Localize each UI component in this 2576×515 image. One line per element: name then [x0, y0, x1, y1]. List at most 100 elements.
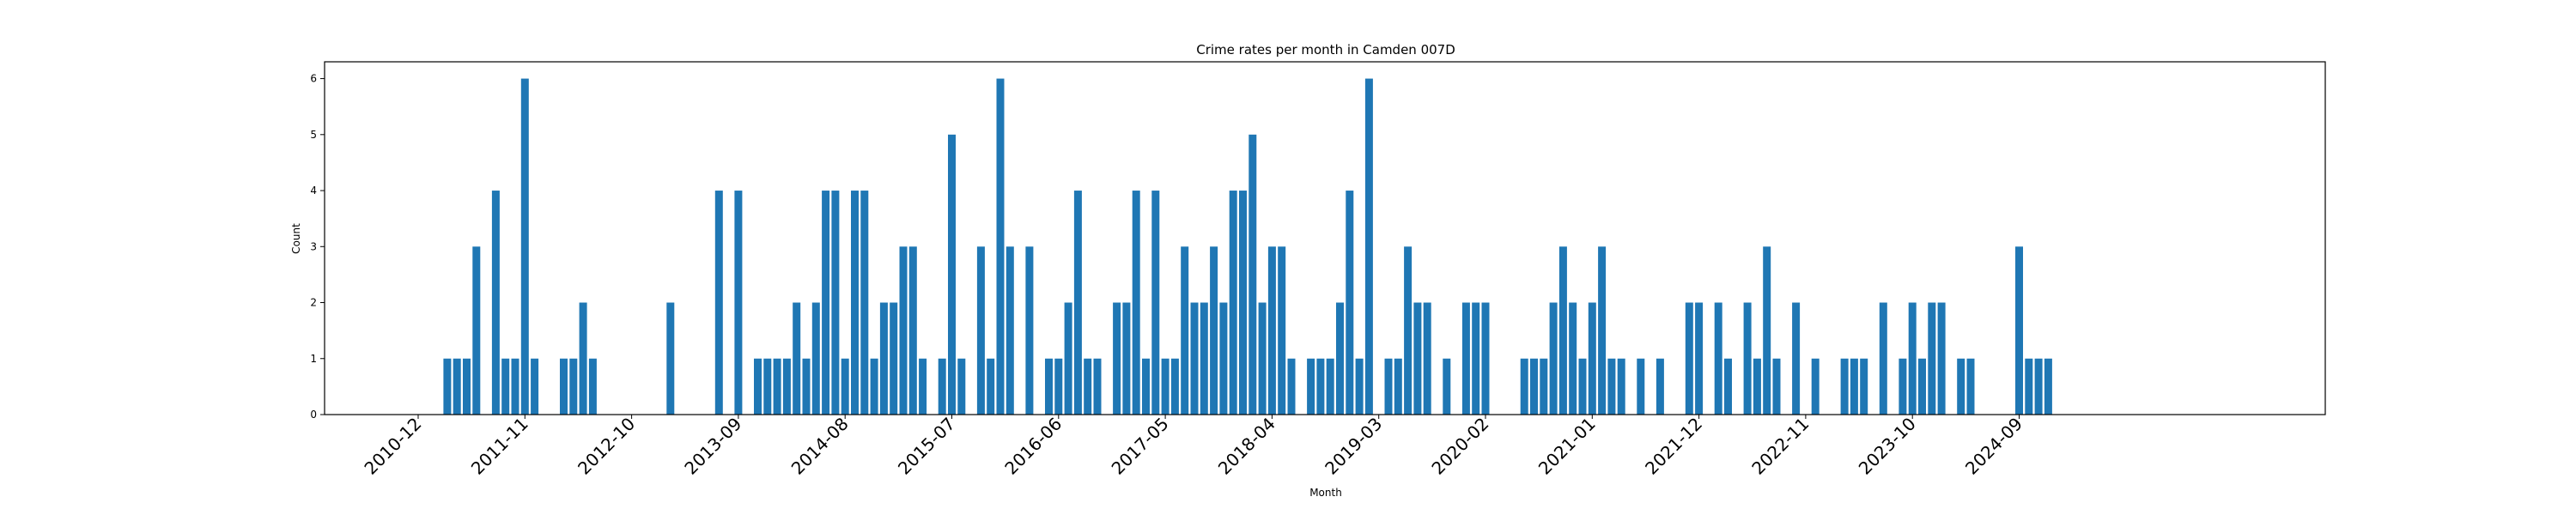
bar-2017-05 — [1161, 358, 1170, 415]
x-tick-label-2023-10: 2023-10 — [1855, 414, 1920, 479]
bar-2024-03 — [1957, 358, 1965, 415]
bar-2013-12 — [763, 358, 772, 415]
bar-2018-09 — [1316, 358, 1325, 415]
bar-2023-04 — [1850, 358, 1858, 415]
bar-2014-10 — [860, 191, 869, 415]
bar-2014-07 — [831, 191, 840, 415]
bar-2015-12 — [996, 78, 1005, 415]
bar-2014-03 — [793, 302, 801, 415]
bar-2014-02 — [782, 358, 791, 415]
x-tick-label-2014-08: 2014-08 — [787, 414, 853, 479]
bar-2017-09 — [1200, 302, 1208, 415]
bar-2016-12 — [1113, 302, 1121, 415]
bar-2020-12 — [1578, 358, 1587, 415]
bar-2019-04 — [1384, 358, 1393, 415]
plot-frame — [324, 61, 2326, 415]
bar-2022-02 — [1714, 302, 1722, 415]
bar-2015-06 — [938, 358, 946, 415]
y-axis: 0 1 2 3 4 5 6 — [310, 73, 325, 421]
x-tick-label-2020-02: 2020-02 — [1427, 414, 1492, 479]
bar-2021-11 — [1685, 302, 1693, 415]
bar-2013-02 — [666, 302, 675, 415]
bar-2012-04 — [569, 358, 578, 415]
bar-2022-06 — [1753, 358, 1761, 415]
bar-2011-10 — [511, 358, 519, 415]
bar-2016-03 — [1025, 246, 1034, 415]
x-tick-label-2012-10: 2012-10 — [574, 414, 639, 479]
bar-2014-08 — [841, 358, 849, 415]
bar-2020-11 — [1569, 302, 1577, 415]
x-axis-label: Month — [1309, 487, 1342, 499]
bar-2018-03 — [1258, 302, 1267, 415]
bar-2014-01 — [773, 358, 781, 415]
bar-2020-07 — [1530, 358, 1538, 415]
bar-2024-10 — [2025, 358, 2033, 415]
bar-2017-04 — [1151, 191, 1160, 415]
bar-2018-01 — [1239, 191, 1247, 415]
bar-2023-05 — [1860, 358, 1868, 415]
x-tick-label-2011-11: 2011-11 — [467, 414, 532, 479]
bar-2019-02 — [1364, 78, 1373, 415]
bar-2023-09 — [1899, 358, 1907, 415]
bar-2018-12 — [1346, 191, 1354, 415]
bar-2012-06 — [588, 358, 597, 415]
bar-2020-01 — [1472, 302, 1480, 415]
bar-2022-05 — [1743, 302, 1752, 415]
bar-2019-01 — [1355, 358, 1364, 415]
bar-2023-12 — [1928, 302, 1936, 415]
bars — [443, 78, 2052, 415]
bar-2020-08 — [1540, 358, 1548, 415]
bar-2023-10 — [1908, 302, 1917, 415]
bar-2017-03 — [1142, 358, 1150, 415]
bar-2021-02 — [1598, 246, 1607, 415]
bar-2021-08 — [1656, 358, 1664, 415]
bar-2021-12 — [1695, 302, 1704, 415]
bar-2015-10 — [976, 246, 985, 415]
bar-2017-06 — [1170, 358, 1179, 415]
bar-2017-10 — [1210, 246, 1218, 415]
bar-2021-03 — [1607, 358, 1616, 415]
bar-2022-12 — [1811, 358, 1820, 415]
bar-2016-10 — [1093, 358, 1102, 415]
bar-2015-07 — [948, 134, 956, 415]
bar-2011-03 — [443, 358, 452, 415]
x-tick-label-2013-09: 2013-09 — [680, 414, 745, 479]
bar-2016-08 — [1073, 191, 1082, 415]
bar-2024-01 — [1937, 302, 1946, 415]
bar-2023-03 — [1840, 358, 1849, 415]
bar-2011-12 — [531, 358, 539, 415]
x-axis: 2010-12 2011-11 2012-10 2013-09 2014-08 2015-… — [360, 414, 2026, 479]
bar-2024-09 — [2015, 246, 2023, 415]
bar-2021-06 — [1637, 358, 1645, 415]
x-tick-label-2021-01: 2021-01 — [1534, 414, 1600, 479]
bar-2022-03 — [1724, 358, 1732, 415]
bar-2019-07 — [1413, 302, 1422, 415]
x-tick-label-2010-12: 2010-12 — [360, 414, 425, 479]
bar-2019-06 — [1404, 246, 1413, 415]
x-tick-label-2019-03: 2019-03 — [1321, 414, 1386, 479]
y-axis-label: Count — [290, 223, 302, 254]
bar-2013-09 — [734, 191, 743, 415]
bar-2016-07 — [1064, 302, 1072, 415]
x-tick-label-2022-11: 2022-11 — [1747, 414, 1813, 479]
x-tick-label-2018-04: 2018-04 — [1214, 414, 1279, 479]
bar-2018-08 — [1307, 358, 1315, 415]
bar-2014-09 — [851, 191, 859, 415]
bar-2012-05 — [579, 302, 587, 415]
bar-2020-09 — [1549, 302, 1558, 415]
bar-2018-11 — [1336, 302, 1344, 415]
bar-2024-12 — [2044, 358, 2052, 415]
bar-2020-10 — [1558, 246, 1567, 415]
bar-2022-08 — [1772, 358, 1781, 415]
bar-2013-11 — [754, 358, 762, 415]
bar-2019-08 — [1423, 302, 1431, 415]
bar-2017-01 — [1122, 302, 1131, 415]
bar-2021-04 — [1617, 358, 1625, 415]
x-tick-label-2024-09: 2024-09 — [1961, 414, 2026, 479]
bar-2014-04 — [802, 358, 811, 415]
y-tick-label-1: 1 — [310, 353, 317, 365]
bar-2016-05 — [1045, 358, 1053, 415]
bar-2017-02 — [1132, 191, 1140, 415]
bar-2012-03 — [560, 358, 568, 415]
